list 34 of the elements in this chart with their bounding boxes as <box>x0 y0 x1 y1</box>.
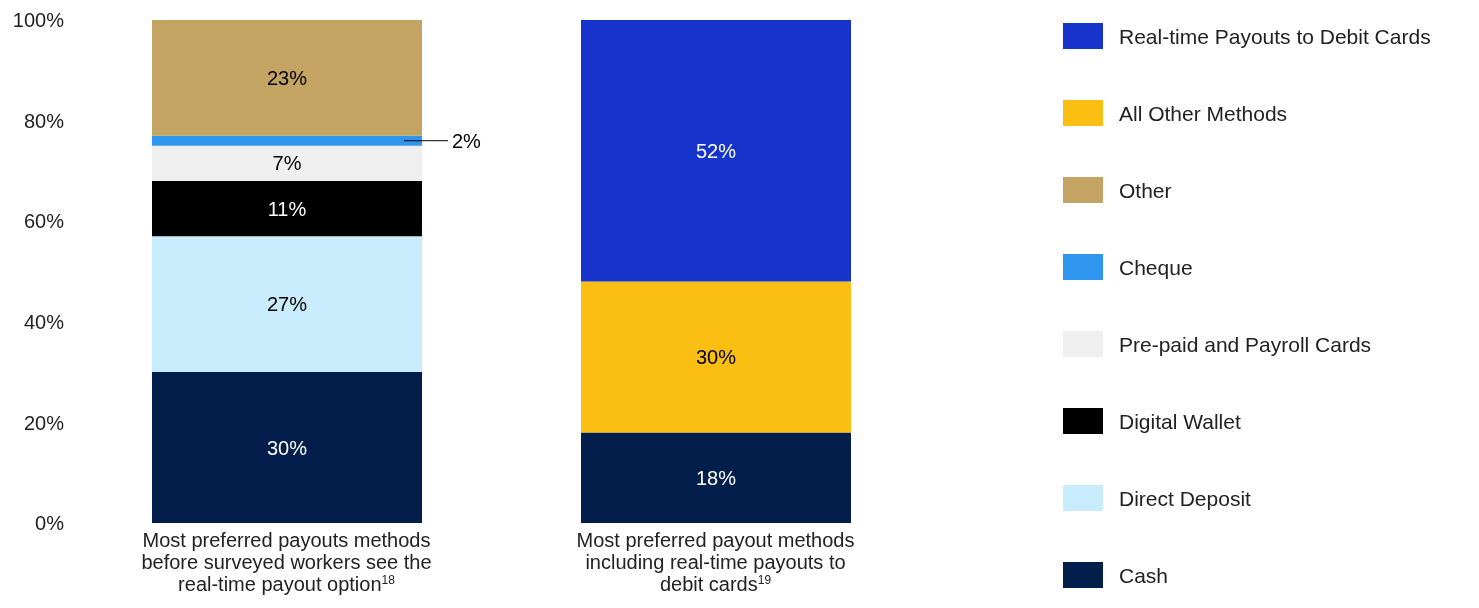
bar <box>152 145 422 181</box>
data-label: 27% <box>266 293 308 316</box>
data-label: 23% <box>266 66 308 89</box>
bar <box>152 20 422 136</box>
bar <box>581 281 851 433</box>
data-label: 30% <box>266 436 308 459</box>
bar <box>152 236 422 373</box>
legend-label: Direct Deposit <box>1119 486 1252 510</box>
data-label: 11% <box>267 197 307 220</box>
legend-label: Pre-paid and Payroll Cards <box>1119 332 1372 356</box>
data-label: 52% <box>695 139 737 162</box>
y-tick-label: 0% <box>35 512 65 535</box>
legend-label: Digital Wallet <box>1119 409 1241 433</box>
data-label: 7% <box>272 152 302 175</box>
bar <box>152 180 422 237</box>
legend-label: Cash <box>1119 563 1169 587</box>
legend-label: Other <box>1119 178 1172 202</box>
y-tick-label: 40% <box>23 310 65 333</box>
legend-label: Real-time Payouts to Debit Cards <box>1119 24 1431 48</box>
y-tick-label: 20% <box>23 411 65 434</box>
x-tick-label: Most preferred payout methods including real-time payouts to debit cards$^{19}$ <box>576 529 855 595</box>
legend-label: Cheque <box>1119 255 1193 279</box>
data-label: 18% <box>695 466 737 489</box>
data-label: 30% <box>695 346 737 369</box>
y-tick-label: 100% <box>12 9 65 32</box>
y-tick-label: 60% <box>23 210 65 233</box>
legend-label: All Other Methods <box>1119 101 1288 125</box>
bar <box>152 135 422 146</box>
bar <box>152 372 422 523</box>
y-tick-label: 80% <box>23 109 65 132</box>
x-tick-label: Most preferred payouts methods before surveyed workers see the real-time payout option$^{18}$ <box>141 529 432 595</box>
data-label: 2% <box>452 129 482 152</box>
bar <box>581 20 851 282</box>
bar <box>581 432 851 523</box>
